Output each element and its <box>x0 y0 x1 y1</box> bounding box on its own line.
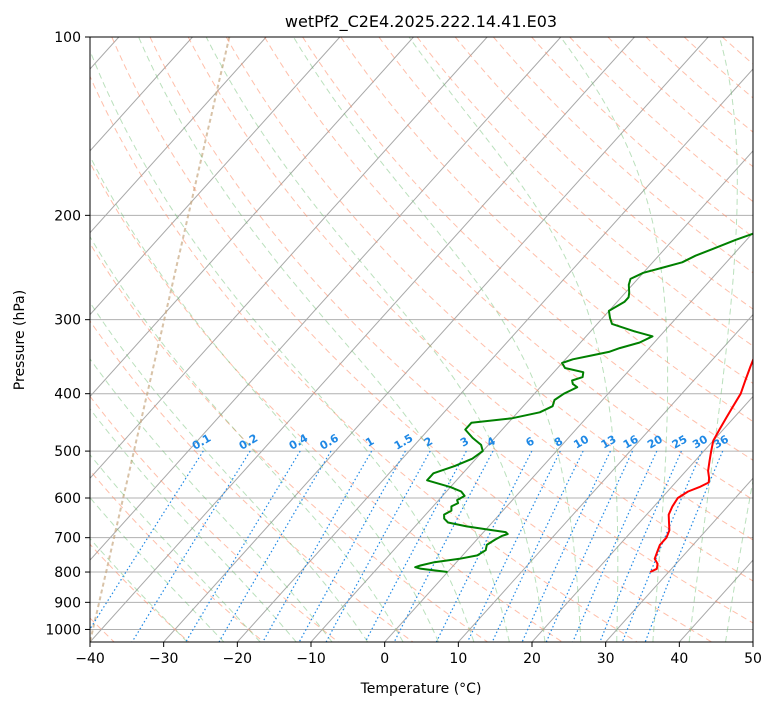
x-tick-label: 40 <box>670 651 688 667</box>
mixing-ratio-line <box>90 450 204 631</box>
x-tick-label: −30 <box>149 651 179 667</box>
isotherm-line <box>384 231 753 642</box>
isotherm-line <box>531 395 753 642</box>
x-tick-label: −20 <box>223 651 253 667</box>
moist-adiabat-line <box>560 37 669 642</box>
x-tick-label: 0 <box>380 651 389 667</box>
dry-adiabat-line <box>90 469 264 642</box>
isotherm-line <box>90 37 635 642</box>
dry-adiabat-line <box>90 242 488 642</box>
chart-title: wetPf2_C2E4.2025.222.14.41.E03 <box>285 12 557 32</box>
dry-adiabat-line <box>90 75 638 642</box>
x-tick-label: 30 <box>597 651 615 667</box>
y-tick-label: 800 <box>54 565 81 581</box>
isotherm-line <box>163 37 709 642</box>
frost-point-curve <box>90 37 231 642</box>
moist-adiabat-line <box>688 37 738 642</box>
background-lines <box>90 37 753 642</box>
mixing-ratio-line <box>325 450 431 642</box>
moist-adiabat-line <box>90 49 475 642</box>
isotherm-line <box>457 313 753 642</box>
mixing-ratio-line <box>218 450 332 642</box>
mixing-ratio-line <box>599 450 682 642</box>
plot-frame <box>89 36 754 643</box>
plot-area <box>90 37 753 642</box>
moist-adiabat-line <box>408 37 619 642</box>
mixing-ratio-line <box>393 450 494 642</box>
x-axis: −40 −30 −20 −10 0 10 20 30 40 50 <box>75 642 762 667</box>
y-tick-label: 100 <box>54 30 81 46</box>
isotherm-line <box>236 68 753 642</box>
isotherm-line <box>605 477 753 642</box>
y-axis-label: Pressure (hPa) <box>12 290 28 390</box>
isotherm-line <box>90 37 488 480</box>
mixing-ratio-line <box>298 450 406 642</box>
x-tick-label: 10 <box>449 651 467 667</box>
x-tick-label: −40 <box>75 651 105 667</box>
mixing-ratio-line <box>131 450 251 642</box>
isotherm-line <box>90 37 267 234</box>
mixing-ratio-line <box>621 450 703 642</box>
dry-adiabat-line <box>187 37 753 582</box>
mixing-ratio-line <box>364 450 467 642</box>
y-tick-label: 1000 <box>45 622 81 638</box>
dry-adiabat-line <box>90 320 414 642</box>
dry-adiabat-line <box>264 37 753 501</box>
mixing-ratio-line <box>491 450 584 642</box>
moist-adiabat-line <box>90 155 439 642</box>
dry-adiabat-line <box>378 37 753 384</box>
moist-adiabat-line <box>90 453 261 642</box>
x-tick-label: 50 <box>744 651 762 667</box>
moist-adiabat-line <box>138 37 510 642</box>
dry-adiabat-line <box>111 37 712 642</box>
y-tick-label: 200 <box>54 208 81 224</box>
moist-adiabat-line <box>90 358 333 642</box>
temperature-profile-line <box>649 357 753 573</box>
dry-adiabat-line <box>569 37 753 203</box>
dewpoint-profile-line <box>414 232 753 573</box>
dry-adiabat-line <box>340 37 753 423</box>
dry-adiabat-line <box>225 37 753 541</box>
sounding-series <box>414 232 753 573</box>
x-tick-label: −10 <box>296 651 326 667</box>
y-tick-label: 700 <box>54 531 81 547</box>
moist-adiabat-line <box>205 37 546 642</box>
isotherm-line <box>90 37 341 316</box>
isotherm-line <box>90 37 193 152</box>
y-tick-label: 600 <box>54 491 81 507</box>
dry-adiabat-line <box>302 37 753 461</box>
mixing-ratio-line <box>545 450 634 642</box>
dry-adiabat-line <box>149 37 753 624</box>
x-axis-label: Temperature (°C) <box>360 681 482 697</box>
moist-adiabat-line <box>725 477 753 642</box>
isotherm-line <box>90 37 562 561</box>
dry-adiabat-line <box>416 37 753 347</box>
y-tick-label: 400 <box>54 387 81 403</box>
mixing-ratio-line <box>466 450 561 642</box>
dry-adiabat-line <box>90 161 563 642</box>
y-tick-label: 300 <box>54 313 81 329</box>
y-tick-label: 500 <box>54 444 81 460</box>
mixing-ratio-line <box>185 450 301 642</box>
moist-adiabat-line <box>90 301 369 642</box>
x-tick-label: 20 <box>523 651 541 667</box>
moist-adiabat-line <box>90 235 404 642</box>
dry-adiabat-line <box>90 395 339 642</box>
y-axis: 100 200 300 400 500 600 700 800 900 1000 <box>45 30 90 638</box>
dry-adiabat-line <box>531 37 753 238</box>
mixing-ratio-line <box>572 450 658 642</box>
y-tick-label: 900 <box>54 595 81 611</box>
isotherm-line <box>90 37 414 398</box>
mixing-ratio-line <box>262 450 373 642</box>
